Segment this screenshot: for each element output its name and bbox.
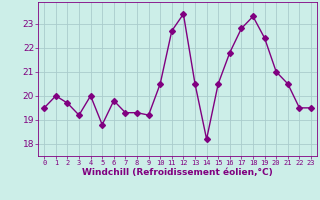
X-axis label: Windchill (Refroidissement éolien,°C): Windchill (Refroidissement éolien,°C): [82, 168, 273, 177]
